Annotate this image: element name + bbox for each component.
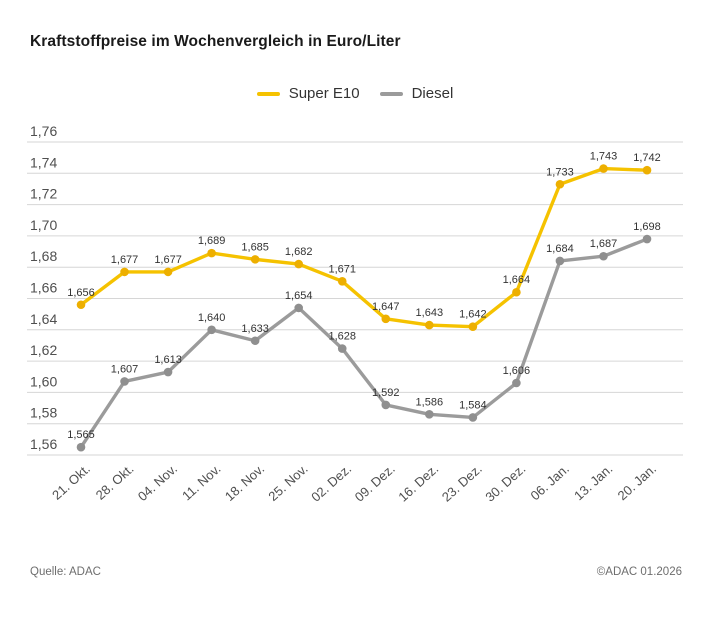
data-point-diesel [120,377,129,386]
data-label-super-e10: 1,656 [67,287,95,299]
data-label-diesel: 1,613 [154,354,182,366]
data-point-diesel [512,378,521,388]
data-point-diesel [76,442,86,452]
data-label-diesel: 1,584 [459,399,487,411]
data-point-super-e10 [468,322,478,331]
series-line-super-e10 [79,166,649,329]
data-point-super-e10 [207,248,216,258]
data-point-super-e10 [76,300,86,310]
chart-title: Kraftstoffpreise im Wochenvergleich in E… [30,33,401,50]
data-label-super-e10: 1,642 [459,309,487,321]
legend-swatch-diesel-icon [379,91,403,96]
y-axis-tick-label: 1,74 [30,154,57,170]
data-point-super-e10 [294,259,304,269]
data-point-super-e10 [250,255,260,264]
data-label-diesel: 1,565 [67,429,95,441]
x-axis-tick-label: 02. Dez. [308,461,354,505]
legend-label-diesel: Diesel [411,85,454,102]
data-label-super-e10: 1,689 [198,235,226,247]
copyright-note: ©ADAC 01.2026 [596,566,682,578]
x-axis-tick-label: 23. Dez. [439,461,485,505]
x-axis-tick-label: 13. Jan. [571,461,615,503]
legend-item-diesel: Diesel [379,85,454,102]
data-point-diesel [163,367,173,377]
x-axis-tick-label: 11. Nov. [179,461,224,503]
data-label-diesel: 1,628 [328,331,356,343]
data-label-diesel: 1,687 [590,238,618,250]
y-axis-tick-label: 1,58 [30,405,57,421]
data-label-super-e10: 1,671 [328,263,356,275]
data-point-super-e10 [642,165,652,175]
x-axis-tick-label: 20. Jan. [615,461,659,503]
data-label-diesel: 1,640 [198,312,226,324]
data-point-diesel [642,234,652,244]
data-point-super-e10 [512,287,521,297]
data-point-diesel [599,251,608,261]
legend-item-super-e10: Super E10 [256,85,360,102]
data-label-diesel: 1,654 [285,290,313,302]
y-axis-tick-label: 1,76 [30,123,57,139]
chart-legend: Super E10 Diesel [0,85,710,102]
data-point-super-e10 [425,320,434,330]
data-point-diesel [425,410,434,419]
y-axis-tick-label: 1,68 [30,248,57,264]
data-point-diesel [207,325,216,335]
data-point-diesel [250,336,260,346]
data-label-super-e10: 1,647 [372,301,400,313]
legend-swatch-super-e10-icon [256,91,280,96]
data-point-super-e10 [599,164,608,173]
x-axis-tick-label: 28. Okt. [93,461,137,503]
data-label-super-e10: 1,682 [285,246,313,258]
data-label-super-e10: 1,643 [416,307,444,319]
source-note: Quelle: ADAC [30,566,101,578]
data-label-diesel: 1,606 [503,365,531,377]
y-axis-tick-label: 1,70 [30,217,57,233]
series-line-diesel [79,237,649,449]
data-label-super-e10: 1,677 [154,254,182,266]
data-label-diesel: 1,592 [372,387,400,399]
data-label-super-e10: 1,664 [503,274,531,286]
y-axis-tick-label: 1,72 [30,186,57,202]
data-label-super-e10: 1,685 [241,241,269,253]
legend-label-super-e10: Super E10 [288,85,360,102]
data-point-super-e10 [120,267,129,277]
data-point-super-e10 [555,179,565,189]
data-label-diesel: 1,607 [111,363,139,375]
x-axis-tick-label: 18. Nov. [222,461,267,504]
x-axis-tick-label: 21. Okt. [49,461,93,503]
data-point-super-e10 [337,276,347,286]
data-point-diesel [337,344,347,353]
data-point-diesel [468,413,478,422]
data-label-super-e10: 1,743 [590,151,618,163]
y-axis-tick-label: 1,60 [30,373,57,389]
x-axis-tick-label: 09. Dez. [352,461,398,505]
data-point-diesel [381,400,391,410]
data-label-diesel: 1,698 [633,221,661,233]
data-label-diesel: 1,633 [241,323,269,335]
data-label-super-e10: 1,733 [546,166,574,178]
data-point-super-e10 [163,267,173,277]
data-label-diesel: 1,684 [546,243,574,255]
chart-footer: Quelle: ADAC ©ADAC 01.2026 [30,566,682,578]
y-axis-tick-label: 1,62 [30,342,57,358]
y-axis-tick-label: 1,64 [30,311,57,327]
data-point-diesel [555,256,565,266]
x-axis-tick-label: 30. Dez. [482,461,528,505]
x-axis-tick-label: 16. Dez. [395,461,441,505]
data-label-super-e10: 1,742 [633,152,661,164]
data-label-diesel: 1,586 [416,396,444,408]
y-axis-tick-label: 1,66 [30,280,57,296]
data-point-super-e10 [381,314,391,324]
y-axis-tick-label: 1,56 [30,436,57,452]
data-label-super-e10: 1,677 [111,254,139,266]
x-axis-tick-label: 06. Jan. [528,461,572,503]
x-axis-tick-label: 25. Nov. [265,461,310,504]
data-point-diesel [294,303,304,313]
x-axis-tick-label: 04. Nov. [135,461,180,504]
